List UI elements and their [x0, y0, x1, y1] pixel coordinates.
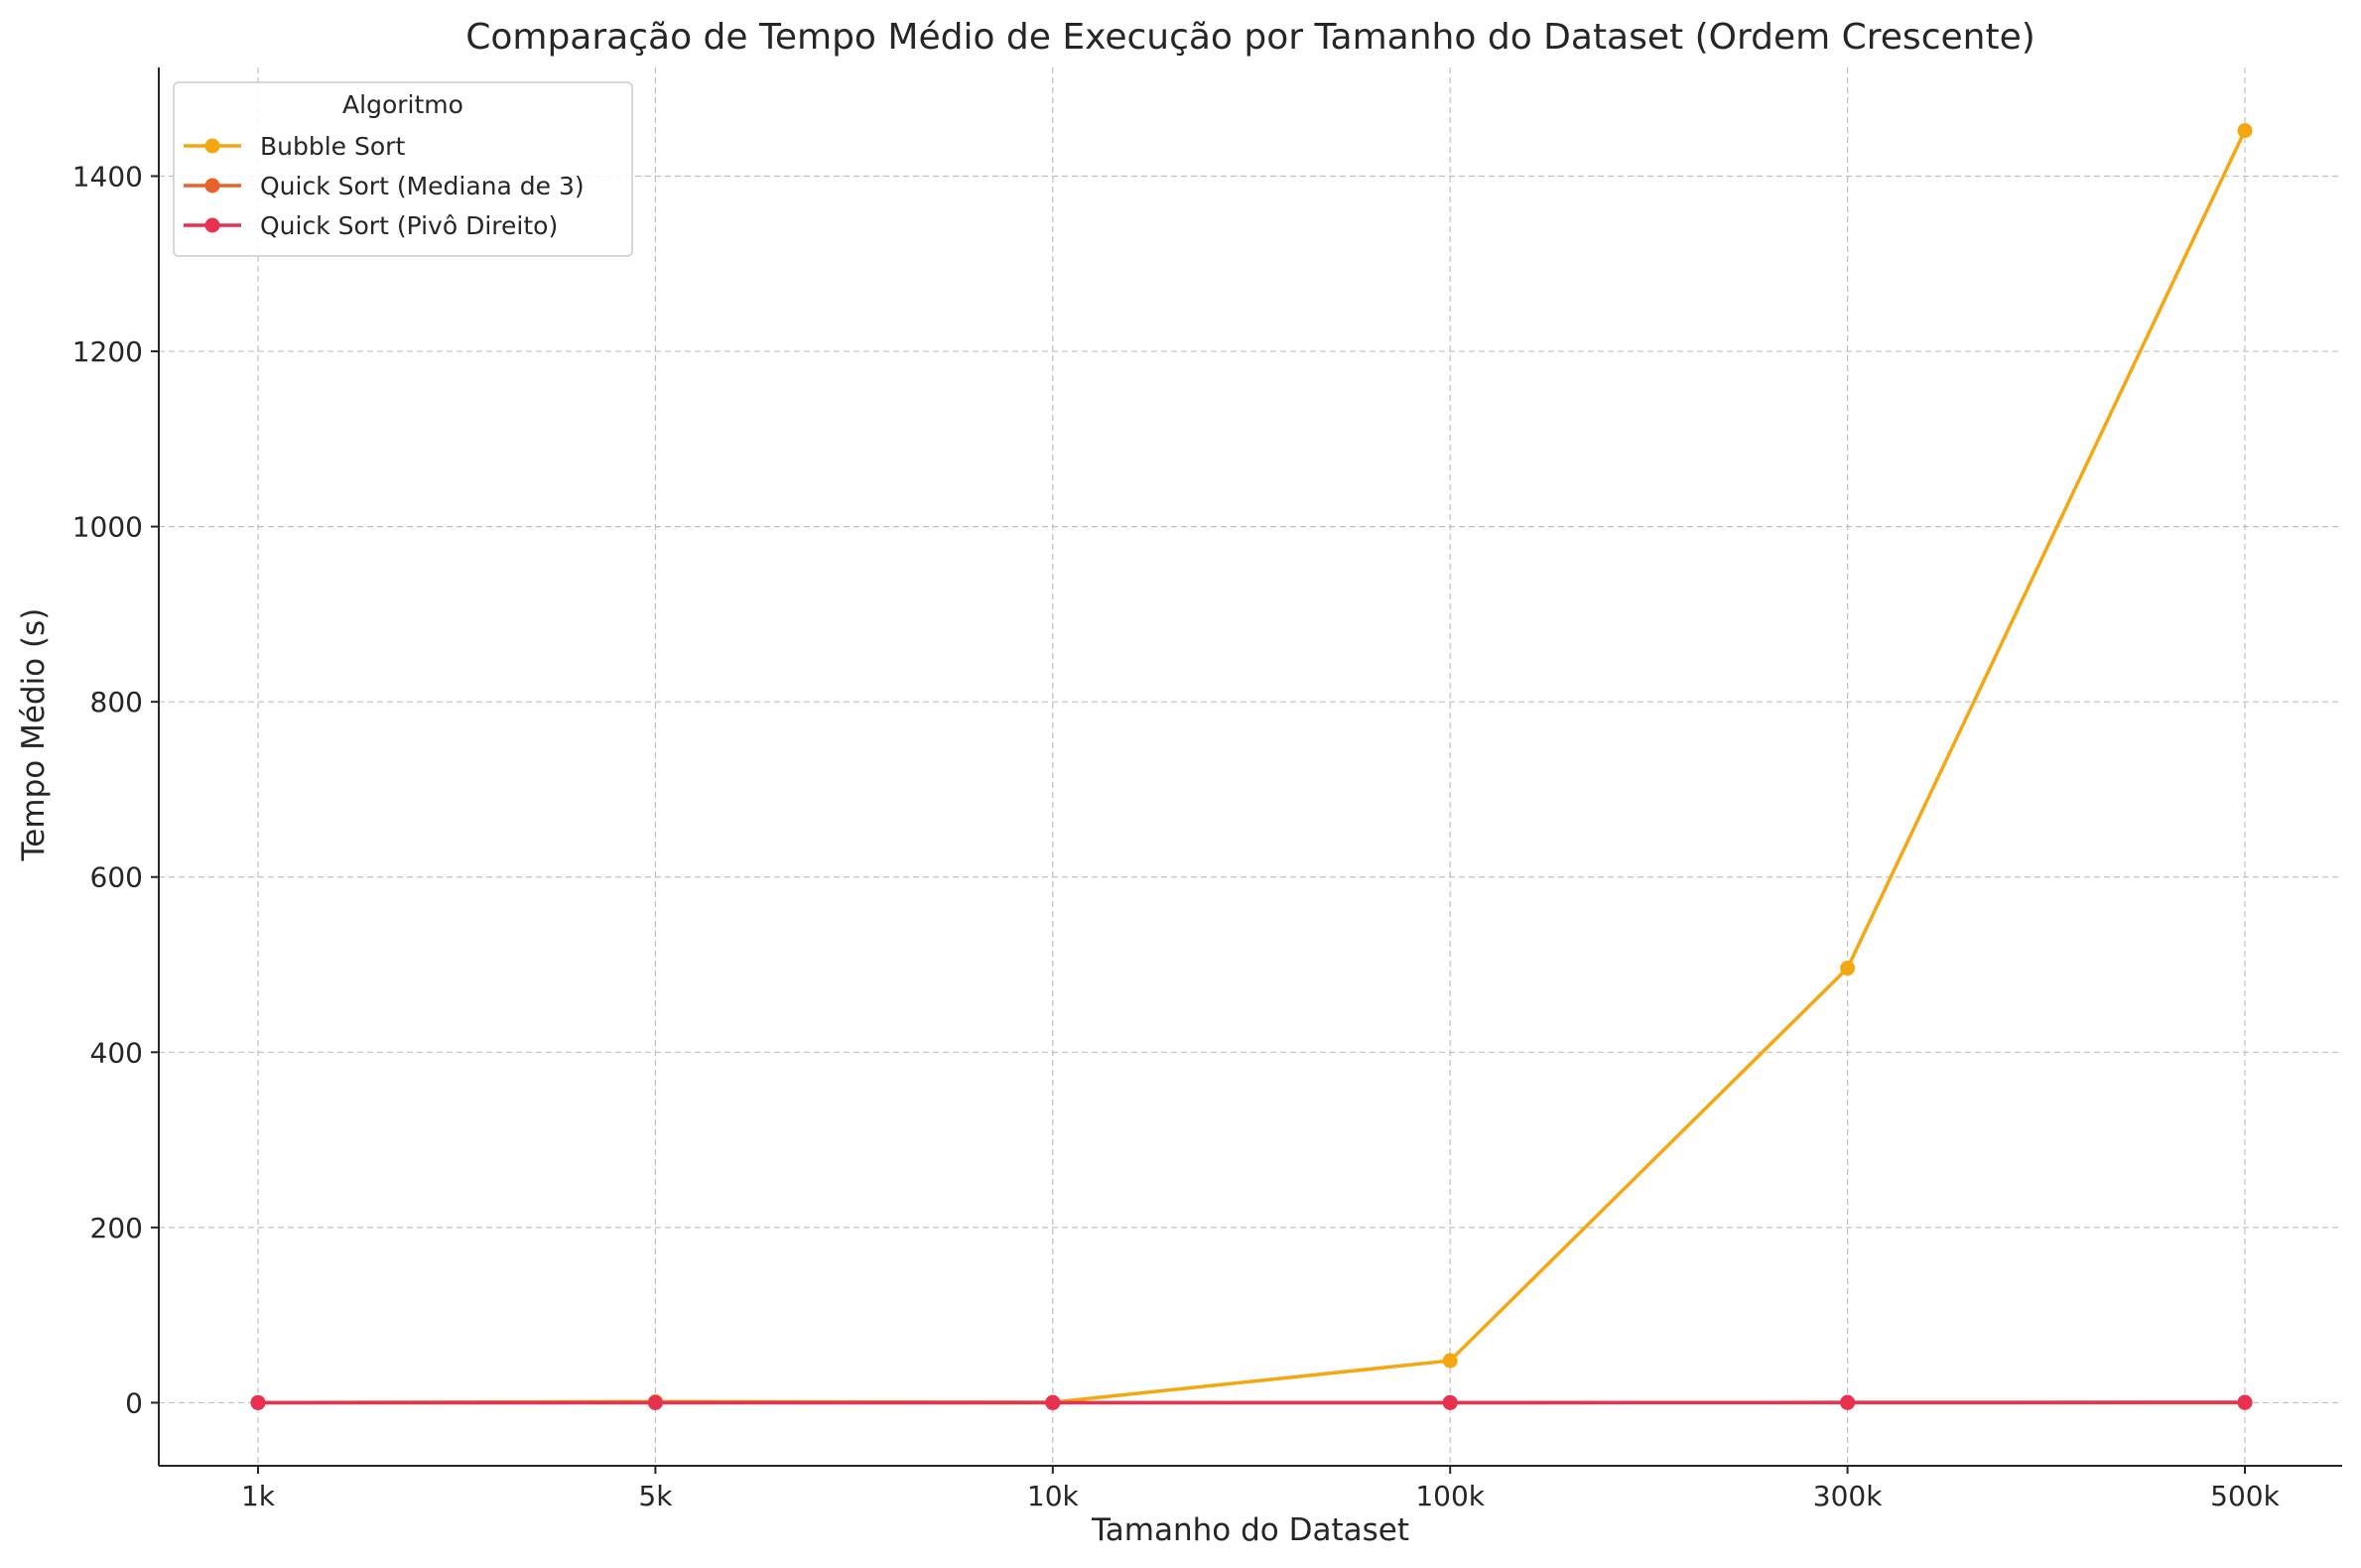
data-point — [1840, 961, 1856, 977]
x-tick-labels: 1k 5k 10k 100k 300k 500k — [241, 1466, 2281, 1512]
legend-marker — [204, 178, 220, 194]
grid-lines — [159, 67, 2342, 1466]
legend-box — [173, 81, 633, 257]
x-tick-label: 10k — [1027, 1480, 1080, 1512]
legend-label: Quick Sort (Mediana de 3) — [260, 172, 585, 200]
data-point — [1442, 1353, 1458, 1369]
y-tick-label: 1200 — [72, 335, 143, 368]
y-axis-label: Tempo Médio (s) — [16, 608, 52, 862]
data-point — [1840, 1394, 1856, 1410]
data-point — [2237, 1394, 2253, 1410]
legend[interactable]: Algoritmo Bubble Sort Quick Sort (Mediana… — [173, 81, 633, 257]
axes — [158, 67, 2342, 1467]
x-axis-label: Tamanho do Dataset — [1091, 1512, 1409, 1548]
series-layer — [250, 123, 2253, 1410]
legend-item-1[interactable]: Bubble Sort — [184, 132, 405, 161]
data-point — [2237, 123, 2253, 139]
y-tick-label: 0 — [125, 1386, 143, 1419]
chart-title: Comparação de Tempo Médio de Execução po… — [465, 17, 2035, 58]
y-tick-label: 600 — [90, 861, 143, 894]
x-tick-label: 1k — [241, 1480, 276, 1512]
x-tick-label: 5k — [638, 1480, 673, 1512]
data-point — [250, 1394, 266, 1410]
legend-label: Quick Sort (Pivô Direito) — [260, 211, 558, 240]
y-tick-labels: 0 200 400 600 800 1000 1200 1400 — [72, 160, 159, 1419]
legend-marker — [204, 217, 220, 233]
x-tick-label: 500k — [2210, 1480, 2280, 1512]
legend-label: Bubble Sort — [260, 132, 405, 161]
y-tick-label: 200 — [90, 1212, 143, 1244]
legend-marker — [204, 138, 220, 154]
legend-item-3[interactable]: Quick Sort (Pivô Direito) — [184, 211, 558, 240]
data-point — [1045, 1394, 1061, 1410]
y-tick-label: 400 — [90, 1036, 143, 1069]
y-tick-label: 1000 — [72, 511, 143, 544]
y-tick-label: 800 — [90, 686, 143, 719]
legend-title: Algoritmo — [342, 90, 463, 119]
legend-item-2[interactable]: Quick Sort (Mediana de 3) — [184, 172, 585, 200]
data-point — [1442, 1394, 1458, 1410]
data-point — [647, 1394, 663, 1410]
x-tick-label: 100k — [1415, 1480, 1485, 1512]
series-3 — [250, 1394, 2253, 1410]
legend-items: Bubble Sort Quick Sort (Mediana de 3) Quic… — [184, 132, 585, 240]
y-tick-label: 1400 — [72, 160, 143, 193]
x-tick-label: 300k — [1813, 1480, 1883, 1512]
